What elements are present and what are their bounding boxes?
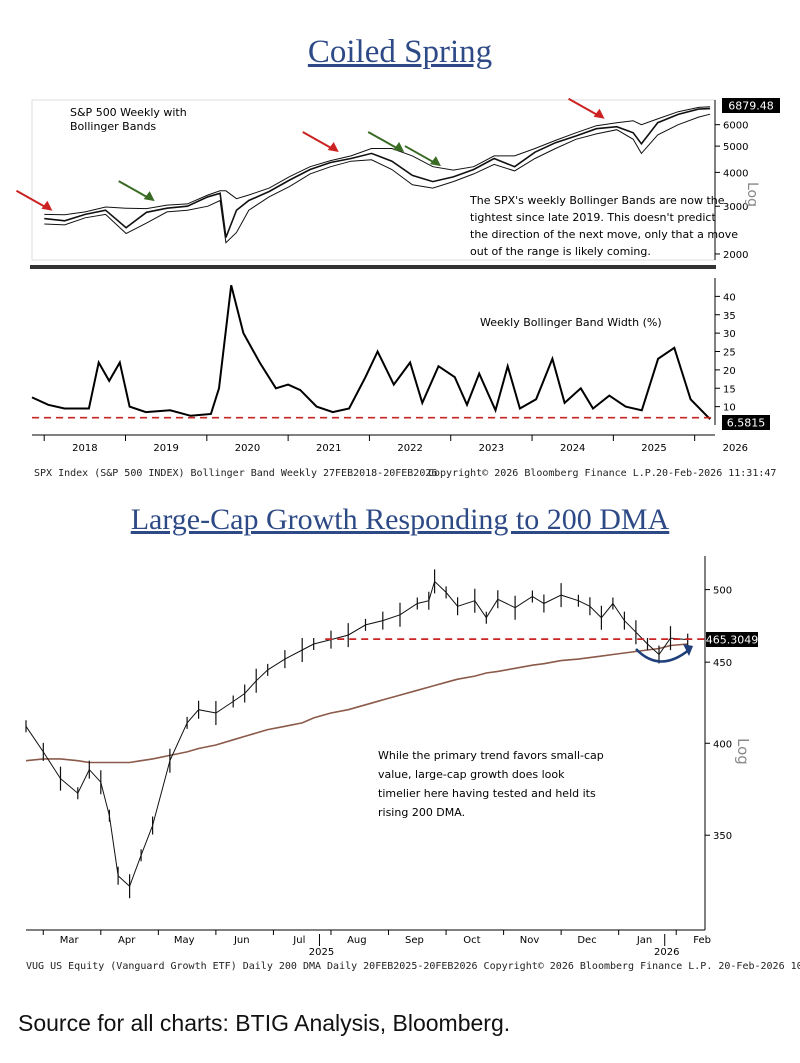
green-arrowhead-icon: [393, 141, 405, 152]
vug-200dma-chart: 350 400 450 500 Mar Apr May Jun Jul Aug Sep Oct Nov…: [25, 556, 759, 958]
last-width-badge: 6.5815: [722, 415, 770, 430]
chart3-y-tick-label: 450: [713, 658, 732, 669]
chart3-annotation-line: timelier here having tested and held its: [378, 787, 596, 800]
source-note: Source for all charts: BTIG Analysis, Bl…: [18, 1010, 511, 1036]
chart1-annotation-line: out of the range is likely coming.: [470, 245, 651, 258]
chart2-y-tick-label: 10: [723, 403, 736, 414]
last-price-badge: 6879.48: [722, 98, 780, 113]
series-line-spx: [44, 107, 711, 238]
chart1-y-tick-label: 4000: [723, 168, 748, 179]
chart3-year-label: 2025: [309, 947, 334, 958]
bollinger-width-chart: Weekly Bollinger Band Width (%) 10152025…: [31, 278, 770, 454]
chart1-y-tick-label: 2000: [723, 250, 748, 261]
log-scale-label: Log: [744, 182, 760, 207]
chart2-title: Weekly Bollinger Band Width (%): [480, 316, 662, 329]
chart2-y-tick-label: 20: [723, 366, 736, 377]
chart3-x-tick-label: Apr: [118, 935, 136, 946]
red-arrow: [568, 97, 602, 118]
vug-price-bars: [25, 569, 689, 899]
last-price-badge-2: 465.3049: [706, 632, 759, 647]
chart3-x-tick-label: Jun: [233, 935, 250, 946]
chart2-y-tick-label: 15: [723, 384, 736, 395]
series-line-upper-band: [44, 106, 711, 216]
chart3-y-tick-label: 500: [713, 586, 732, 597]
chart3-x-tick-label: Aug: [347, 935, 367, 946]
chart3-annotation-line: While the primary trend favors small-cap: [378, 749, 604, 762]
chart2-x-tick-label: 2020: [235, 443, 260, 454]
green-arrowhead-icon: [429, 156, 441, 167]
chart3-y-tick-label: 400: [713, 739, 732, 750]
chart2-y-tick-label: 35: [723, 311, 736, 322]
chart3-x-tick-label: Jul: [292, 935, 305, 946]
chart3-x-tick-label: Feb: [693, 935, 711, 946]
chart2-x-tick-label: 2025: [641, 443, 666, 454]
chart3-x-tick-label: Sep: [405, 935, 424, 946]
chart1-annotation-line: The SPX's weekly Bollinger Bands are now…: [469, 194, 725, 207]
chart3-title: Large-Cap Growth Responding to 200 DMA: [130, 503, 670, 536]
dma-200-line: [25, 643, 688, 764]
chart3-x-tick-label: Dec: [577, 935, 596, 946]
chart2-x-tick-label: 2021: [316, 443, 341, 454]
chart1-y-tick-label: 5000: [723, 142, 748, 153]
chart3-year-label: 2026: [654, 947, 679, 958]
chart1-annotation-line: the direction of the next move, only tha…: [470, 228, 738, 241]
green-arrow: [118, 180, 152, 200]
footer2: VUG US Equity (Vanguard Growth ETF) Dail…: [26, 961, 800, 972]
green-arrow: [404, 145, 438, 165]
chart1-subtitle-line1: S&P 500 Weekly with: [70, 106, 187, 119]
chart1-y-tick-label: 3000: [723, 202, 748, 213]
chart3-x-tick-label: Oct: [463, 935, 480, 946]
red-arrow: [302, 131, 336, 151]
chart2-x-tick-label: 2018: [72, 443, 97, 454]
red-arrow: [15, 189, 49, 210]
footer1-left: SPX Index (S&P 500 INDEX) Bollinger Band…: [34, 468, 438, 479]
chart3-x-tick-label: Jan: [636, 935, 652, 946]
chart3-annotation: While the primary trend favors small-cap…: [378, 749, 604, 819]
last-width-value: 6.5815: [727, 417, 766, 430]
chart3-x-tick-label: Mar: [60, 935, 80, 946]
chart1-annotation-line: tightest since late 2019. This doesn't p…: [470, 211, 716, 224]
chart2-y-tick-label: 40: [723, 292, 736, 303]
chart2-y-tick-label: 25: [723, 348, 736, 359]
chart1-subtitle-line2: Bollinger Bands: [70, 120, 156, 133]
curve-arrowhead-icon: [683, 644, 693, 656]
chart2-x-tick-label: 2026: [723, 443, 748, 454]
red-arrowhead-icon: [593, 108, 605, 119]
chart3-x-tick-label: Nov: [520, 935, 540, 946]
spx-bollinger-chart: S&P 500 Weekly with Bollinger Bands 2000…: [15, 97, 780, 261]
red-arrowhead-icon: [327, 141, 339, 152]
red-arrowhead-icon: [41, 200, 53, 211]
log-scale-label-2: Log: [734, 738, 752, 765]
last-price-value-2: 465.3049: [706, 634, 759, 647]
green-arrowhead-icon: [143, 191, 155, 202]
chart1-title: Coiled Spring: [307, 34, 493, 70]
chart2-x-tick-label: 2023: [479, 443, 504, 454]
chart2-y-tick-label: 30: [723, 329, 736, 340]
chart1-annotation: The SPX's weekly Bollinger Bands are now…: [469, 194, 738, 258]
footer1-timestamp: 20-Feb-2026 11:31:47: [656, 468, 777, 479]
green-arrow: [367, 131, 401, 151]
chart3-annotation-line: value, large-cap growth does look: [378, 768, 565, 781]
vug-price-line: [25, 580, 688, 888]
panel-divider: [30, 265, 716, 269]
band-width-line: [31, 285, 711, 420]
chart2-x-tick-label: 2019: [153, 443, 178, 454]
chart3-x-tick-label: May: [174, 935, 195, 946]
test-curve-arrow: [635, 648, 691, 663]
chart2-x-tick-label: 2022: [397, 443, 422, 454]
last-price-value: 6879.48: [728, 100, 774, 113]
chart1-y-tick-label: 6000: [723, 121, 748, 132]
footer1-copyright: Copyright© 2026 Bloomberg Finance L.P.: [428, 468, 657, 479]
series-line-lower-band: [44, 113, 711, 244]
chart3-y-tick-label: 350: [713, 831, 732, 842]
chart3-annotation-line: rising 200 DMA.: [378, 806, 465, 819]
chart2-x-tick-label: 2024: [560, 443, 585, 454]
